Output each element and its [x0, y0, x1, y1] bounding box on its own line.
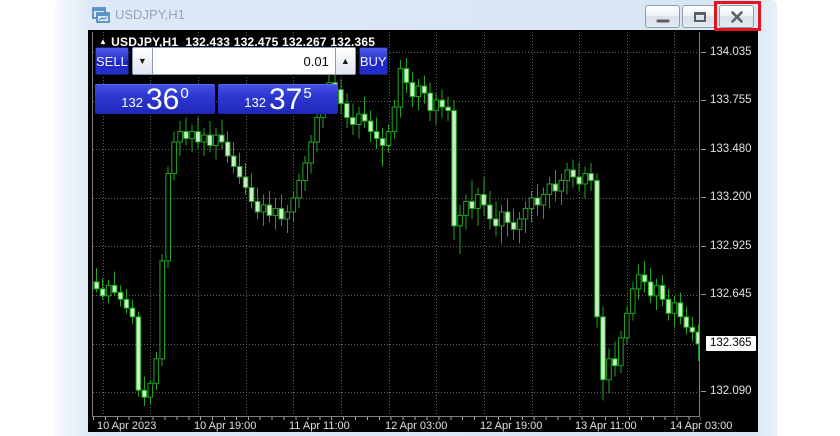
time-axis[interactable]: 10 Apr 2023 10 Apr 19:00 11 Apr 11:00 12 Ap…: [88, 420, 758, 432]
time-axis-label: 12 Apr 03:00: [385, 420, 448, 432]
ohlc-info-line: ▲ USDJPY,H1 132.433 132.475 132.267 132.3…: [99, 35, 375, 49]
buy-price-prefix: 132: [244, 95, 266, 110]
volume-decrease-button[interactable]: ▼: [131, 47, 153, 75]
buy-price-tile[interactable]: 132 37 5: [218, 83, 338, 116]
volume-input[interactable]: [152, 47, 335, 75]
maximize-button[interactable]: [682, 5, 717, 28]
window-title: USDJPY,H1: [115, 7, 185, 22]
price-axis-label: 132.925: [701, 239, 752, 254]
sell-price-prefix: 132: [121, 95, 143, 110]
info-close: 132.365: [330, 35, 376, 49]
buy-price-sup: 5: [303, 85, 312, 102]
close-button-highlight: [714, 1, 761, 31]
price-axis-label: 132.090: [701, 384, 752, 399]
buy-button[interactable]: BUY: [358, 47, 388, 75]
time-axis-ticks: [93, 417, 701, 420]
volume-increase-button[interactable]: ▲: [334, 47, 356, 75]
price-tick-mark: [701, 51, 706, 53]
info-low: 132.267: [282, 35, 327, 49]
time-axis-label: 14 Apr 03:00: [670, 420, 733, 432]
price-axis-label: 132.645: [701, 287, 752, 302]
one-click-trading-panel: SELL ▼ ▲ BUY 132 36 0: [95, 47, 388, 116]
price-axis-label: 133.480: [701, 142, 752, 157]
sell-price-big: 36: [145, 83, 180, 116]
chevron-up-icon: ▲: [340, 56, 350, 66]
price-axis[interactable]: 134.035 133.755 133.480 133.200 132.925 132.6…: [701, 30, 758, 418]
info-symbol: USDJPY,H1: [111, 35, 179, 49]
info-high: 132.475: [233, 35, 279, 49]
collapse-arrow-icon[interactable]: ▲: [99, 37, 108, 46]
sell-button[interactable]: SELL: [95, 47, 129, 75]
time-axis-label: 10 Apr 2023: [97, 420, 157, 432]
price-tick-mark: [701, 197, 706, 199]
mt4-chart-window: USDJPY,H1 ▲ USDJPY,H1 132.433 132.475 132…: [55, 0, 777, 436]
price-axis-label: 133.755: [701, 93, 752, 108]
info-open: 132.433: [185, 35, 231, 49]
close-icon: [730, 10, 743, 23]
price-tick-mark: [701, 294, 706, 296]
current-price-label: 132.365: [706, 336, 756, 352]
volume-stepper: ▼ ▲: [131, 47, 356, 75]
minimize-icon: [656, 19, 669, 22]
price-tick-mark: [701, 391, 706, 393]
title-bar[interactable]: USDJPY,H1: [55, 0, 777, 30]
time-axis-label: 12 Apr 19:00: [480, 420, 543, 432]
price-tick-mark: [701, 100, 706, 102]
chevron-down-icon: ▼: [137, 56, 147, 66]
chart-window-icon: [92, 7, 110, 23]
buy-price-big: 37: [268, 83, 303, 116]
sell-price-tile[interactable]: 132 36 0: [95, 83, 215, 116]
time-axis-label: 11 Apr 11:00: [289, 420, 350, 432]
price-tick-mark: [701, 148, 706, 150]
price-tick-mark: [701, 245, 706, 247]
chart-area: ▲ USDJPY,H1 132.433 132.475 132.267 132.3…: [88, 30, 758, 432]
candlestick-chart: [93, 32, 699, 416]
close-button[interactable]: [719, 5, 754, 28]
price-plot[interactable]: [92, 32, 700, 417]
price-axis-label: 133.200: [701, 190, 752, 205]
price-axis-label: 134.035: [701, 45, 752, 60]
restore-icon: [693, 11, 706, 22]
time-axis-label: 10 Apr 19:00: [194, 420, 257, 432]
sell-price-sup: 0: [180, 85, 189, 102]
time-axis-label: 13 Apr 11:00: [575, 420, 637, 432]
minimize-button[interactable]: [645, 5, 680, 28]
